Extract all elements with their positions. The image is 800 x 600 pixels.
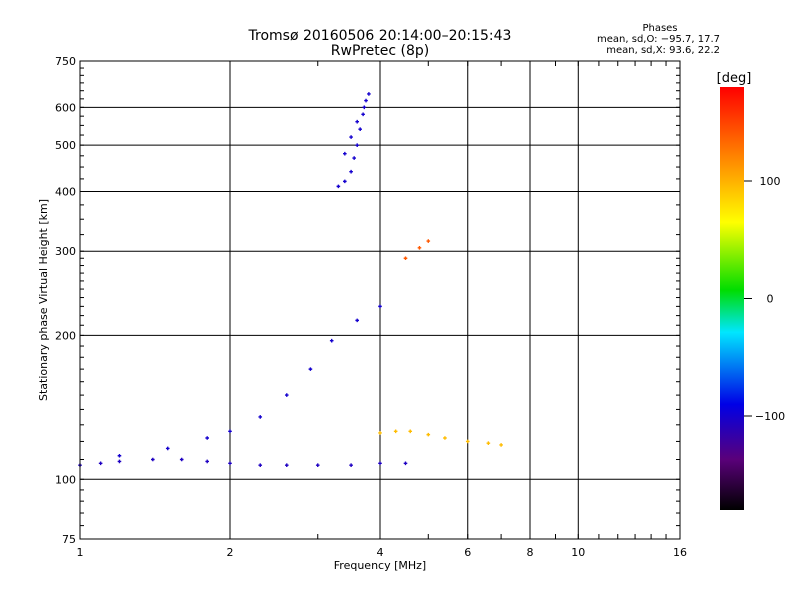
data-point: [205, 459, 209, 464]
data-point: [355, 119, 359, 124]
data-point: [403, 461, 408, 466]
data-point: [315, 463, 320, 468]
data-point: [465, 439, 470, 444]
data-point: [329, 338, 334, 343]
data-point: [364, 98, 368, 103]
x-axis-ticks: 1 2 4 6 8 10 16: [77, 61, 687, 559]
data-point: [258, 415, 263, 419]
y-tick-label: 75: [62, 533, 76, 546]
data-point: [284, 463, 289, 468]
y-axis-ticks: 75 100 200 300 400 500 600 750: [55, 55, 680, 546]
stats-x-mode: mean, sd,X: 93.6, 22.2: [606, 45, 720, 56]
data-point: [349, 169, 353, 174]
data-point: [179, 457, 184, 462]
data-point: [362, 105, 367, 110]
chart-subtitle: RwPretec (8p): [331, 43, 429, 59]
data-point: [343, 179, 347, 184]
y-tick-label: 750: [55, 55, 76, 68]
y-tick-label: 300: [55, 245, 76, 258]
data-point: [355, 143, 359, 147]
data-point: [343, 151, 347, 156]
data-point: [403, 256, 408, 261]
data-point: [228, 461, 232, 466]
colorbar-tick-label: 0: [767, 293, 774, 306]
data-point: [443, 436, 447, 440]
x-tick-label: 16: [673, 546, 687, 559]
x-tick-label: 8: [527, 546, 534, 559]
colorbar-ticks: 100 0 −100: [744, 175, 785, 423]
y-tick-label: 500: [55, 139, 76, 152]
data-point: [426, 239, 431, 243]
y-tick-label: 600: [55, 101, 76, 114]
data-point: [417, 245, 422, 250]
data-point: [393, 429, 398, 434]
data-point: [165, 446, 170, 451]
colorbar-tick-label: −100: [755, 410, 785, 423]
data-point: [205, 436, 209, 440]
data-point: [228, 429, 232, 434]
data-point: [284, 393, 289, 397]
y-axis-label: Stationary phase Virtual Height [km]: [37, 199, 50, 401]
data-point: [486, 441, 491, 445]
data-point: [426, 432, 431, 437]
y-tick-label: 400: [55, 185, 76, 198]
data-point: [117, 459, 122, 464]
colorbar-label: [deg]: [717, 71, 752, 86]
data-point: [378, 461, 382, 466]
data-point: [378, 431, 382, 435]
data-point: [355, 318, 359, 323]
stats-title: Phases: [642, 23, 677, 34]
data-point: [367, 92, 371, 96]
data-point: [151, 457, 155, 462]
x-tick-label: 1: [77, 546, 84, 559]
data-point: [361, 112, 365, 117]
colorbar-tick-label: 100: [760, 175, 781, 188]
data-point: [98, 461, 103, 466]
data-point: [258, 463, 263, 468]
data-point: [499, 443, 503, 447]
data-points: [78, 92, 503, 468]
x-axis-label: Frequency [MHz]: [334, 559, 426, 572]
grid-lines: [80, 61, 680, 539]
y-tick-label: 200: [55, 329, 76, 342]
y-tick-label: 100: [55, 473, 76, 486]
data-point: [378, 304, 382, 309]
colorbar: [720, 87, 744, 510]
x-tick-label: 4: [377, 546, 384, 559]
x-tick-label: 10: [571, 546, 585, 559]
data-point: [408, 429, 413, 434]
data-point: [349, 463, 353, 468]
stats-o-mode: mean, sd,O: −95.7, 17.7: [597, 34, 720, 45]
data-point: [117, 453, 122, 458]
data-point: [336, 184, 341, 189]
data-point: [352, 156, 356, 160]
data-point: [349, 135, 353, 139]
chart-title: Tromsø 20160506 20:14:00–20:15:43: [248, 28, 512, 44]
x-tick-label: 2: [227, 546, 234, 559]
data-point: [358, 127, 362, 131]
x-tick-label: 6: [464, 546, 471, 559]
data-point: [308, 367, 313, 371]
